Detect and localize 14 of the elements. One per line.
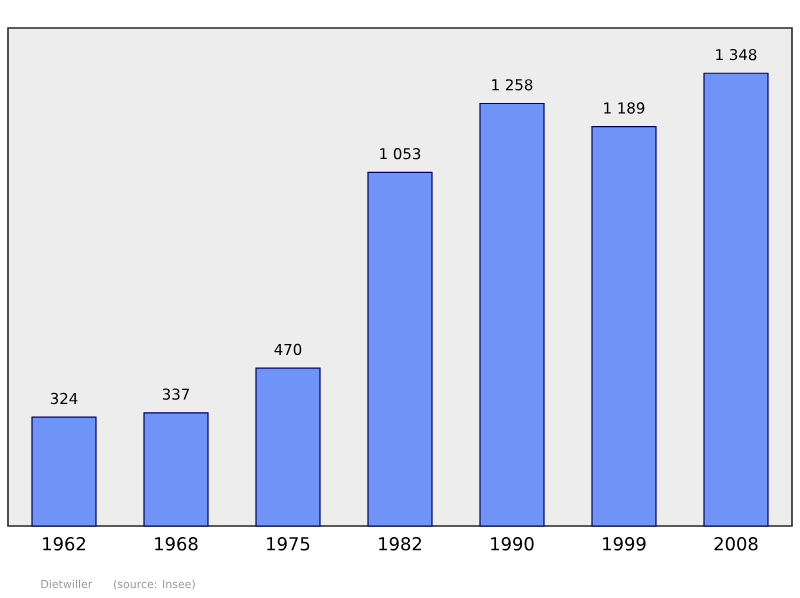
bar [703, 72, 769, 527]
x-tick-label: 1999 [603, 537, 646, 551]
x-tick-label: 2008 [714, 537, 758, 551]
x-tick-label: 1990 [491, 537, 534, 551]
bar [143, 412, 209, 527]
bar [591, 126, 657, 527]
x-tick-label: 1962 [43, 537, 86, 551]
x-tick-label: 1982 [379, 537, 422, 551]
x-tick-label: 1968 [155, 537, 198, 551]
bar [255, 367, 321, 527]
bar [479, 102, 545, 527]
bar [367, 171, 433, 527]
bar [31, 416, 97, 527]
x-tick-label: 1975 [267, 537, 310, 551]
